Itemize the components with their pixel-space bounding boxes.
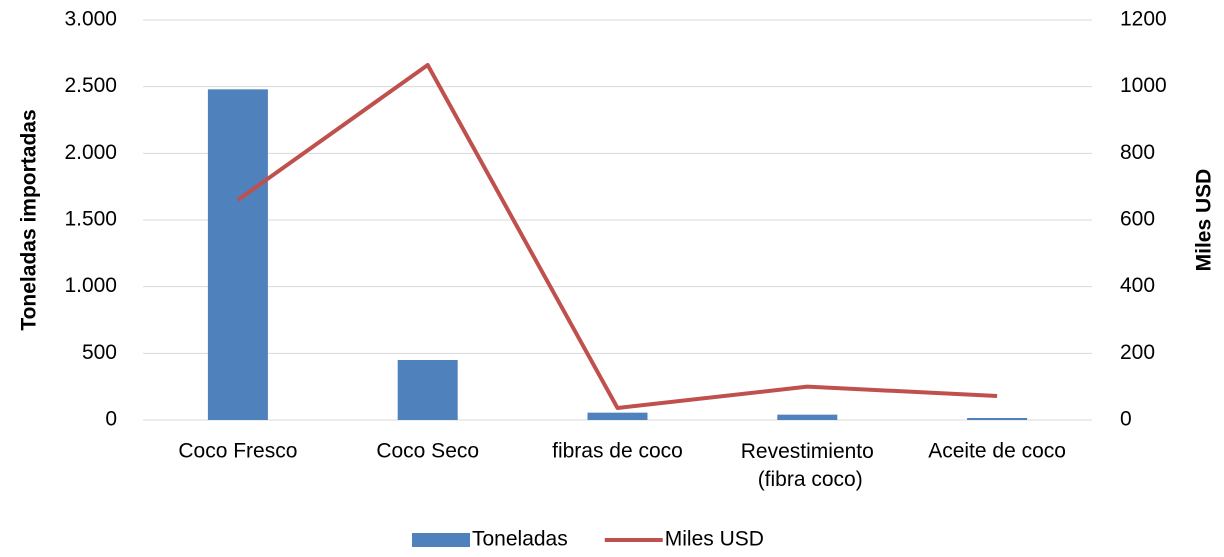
y2-tick-label: 400 xyxy=(1120,274,1155,297)
y2-tick-label: 800 xyxy=(1120,141,1155,164)
y-tick-label: 2.500 xyxy=(64,74,117,97)
legend-label: Toneladas xyxy=(472,528,568,551)
bar xyxy=(587,412,648,420)
y2-tick-label: 1000 xyxy=(1120,74,1167,97)
y-tick-label: 2.000 xyxy=(64,141,117,164)
y-tick-label: 500 xyxy=(82,341,117,364)
bar xyxy=(397,360,458,420)
y-tick-label: 3.000 xyxy=(64,8,117,31)
bar xyxy=(967,418,1028,420)
bar xyxy=(777,414,838,420)
x-tick-label: Coco Seco xyxy=(376,440,479,463)
y2-tick-label: 600 xyxy=(1120,208,1155,231)
legend-label: Miles USD xyxy=(665,528,764,551)
x-tick-label: Aceite de coco xyxy=(928,440,1066,463)
x-tick-label: fibras de coco xyxy=(552,440,683,463)
line xyxy=(236,63,998,410)
y-tick-label: 0 xyxy=(105,408,117,431)
y-axis-title: Toneladas importadas xyxy=(18,109,41,330)
y2-tick-label: 1200 xyxy=(1120,8,1167,31)
y2-tick-label: 0 xyxy=(1120,408,1132,431)
legend-swatch xyxy=(412,533,470,547)
y-tick-label: 1.500 xyxy=(64,208,117,231)
y2-tick-label: 200 xyxy=(1120,341,1155,364)
x-tick-label: Revestimiento (fibra coco) xyxy=(741,440,874,491)
x-tick-label: Coco Fresco xyxy=(178,440,297,463)
y-tick-label: 1.000 xyxy=(64,274,117,297)
y2-axis-title: Miles USD xyxy=(1193,169,1216,272)
bar xyxy=(207,89,268,420)
